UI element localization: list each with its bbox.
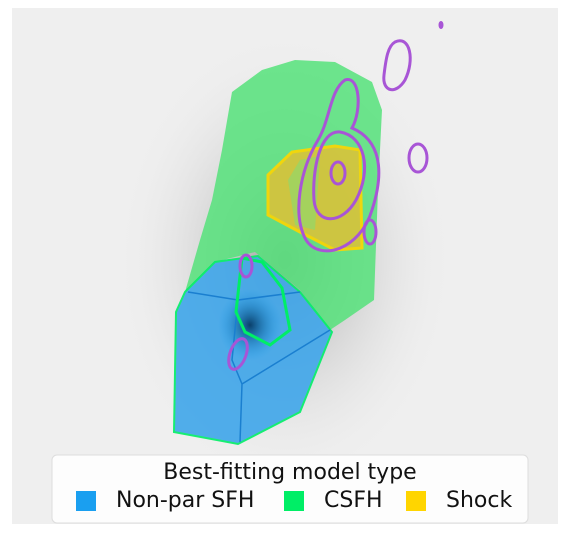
contour [407, 142, 429, 174]
legend-swatch [76, 491, 96, 511]
blue-core [218, 289, 282, 361]
contour [227, 337, 249, 371]
contour [297, 78, 381, 253]
legend-label: CSFH [324, 488, 383, 513]
contour [238, 253, 254, 279]
contour [312, 130, 366, 221]
legend-swatch [406, 491, 426, 511]
legend-label: Shock [446, 488, 512, 513]
contour [329, 160, 347, 186]
contour [438, 21, 444, 29]
legend-title: Best-fitting model type [163, 460, 416, 485]
region-edges [187, 291, 331, 443]
mixed-region [288, 156, 320, 230]
contour [362, 218, 378, 246]
legend: Best-fitting model type Non-par SFH CSFH… [51, 454, 529, 524]
csfh-outline [234, 256, 292, 347]
contour [382, 39, 412, 91]
legend-label: Non-par SFH [116, 488, 254, 513]
legend-swatch [284, 491, 304, 511]
